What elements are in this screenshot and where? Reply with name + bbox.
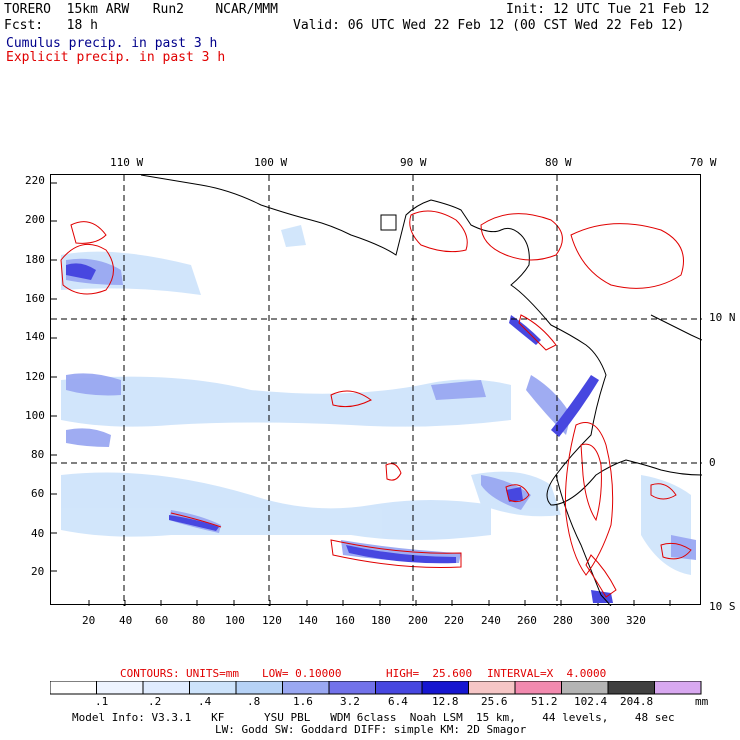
model-title: TORERO 15km ARW Run2 NCAR/MMM [4, 2, 278, 17]
legend-cumulus: Cumulus precip. in past 3 h [6, 36, 218, 51]
y-tick-label: 40 [31, 527, 45, 540]
colorbar-label: 12.8 [432, 695, 459, 708]
y-tick-label: 200 [25, 213, 45, 226]
contour-interval: INTERVAL=X 4.0000 [487, 667, 607, 680]
contour-high: HIGH= 25.600 [386, 667, 473, 680]
colorbar-cell [468, 681, 516, 695]
x-tick-label: 80 [192, 614, 206, 627]
y-tick-label: 180 [25, 253, 45, 266]
model-info: Model Info: V3.3.1 KF YSU PBL WDM 6class… [72, 711, 675, 724]
x-tick-label: 40 [119, 614, 133, 627]
x-tick-label: 320 [626, 614, 646, 627]
lat-label-10s: 10 S [709, 600, 736, 613]
colorbar-label: .4 [198, 695, 212, 708]
precip-heavy [66, 263, 613, 603]
colorbar-label: 1.6 [293, 695, 313, 708]
colorbar-label: 51.2 [531, 695, 558, 708]
lat-label-0: 0 [709, 456, 716, 469]
x-tick-label: 20 [82, 614, 96, 627]
y-tick-label: 160 [25, 292, 45, 305]
x-tick-label: 260 [517, 614, 537, 627]
y-tick-label: 220 [25, 174, 45, 187]
colorbar-label: .8 [247, 695, 261, 708]
y-tick-label: 20 [31, 565, 45, 578]
lat-label-10n: 10 N [709, 311, 736, 324]
lon-label-100w: 100 W [254, 156, 288, 169]
init-time: Init: 12 UTC Tue 21 Feb 12 [506, 2, 710, 17]
forecast-hour: Fcst: 18 h [4, 18, 98, 33]
precip-map [50, 174, 703, 607]
colorbar-cell [142, 681, 190, 695]
x-tick-label: 180 [371, 614, 391, 627]
contour-label: CONTOURS: [120, 667, 180, 680]
colorbar-cell [235, 681, 283, 695]
y-tick-label: 140 [25, 330, 45, 343]
colorbar-label: .1 [95, 695, 109, 708]
lon-label-80w: 80 W [545, 156, 572, 169]
frame-ticks [51, 182, 671, 606]
lon-label-90w: 90 W [400, 156, 427, 169]
y-tick-label: 80 [31, 448, 45, 461]
x-tick-label: 300 [590, 614, 610, 627]
x-tick-label: 120 [262, 614, 282, 627]
colorbar-cell [654, 681, 702, 695]
colorbar-label: 102.4 [574, 695, 608, 708]
x-tick-label: 240 [481, 614, 501, 627]
lon-label-70w: 70 W [690, 156, 717, 169]
colorbar-label: 204.8 [620, 695, 654, 708]
y-tick-label: 60 [31, 487, 45, 500]
x-tick-label: 160 [335, 614, 355, 627]
colorbar-cell [96, 681, 144, 695]
x-tick-label: 200 [408, 614, 428, 627]
colorbar-cell [375, 681, 423, 695]
colorbar-label: .2 [148, 695, 162, 708]
contour-low: LOW= 0.10000 [262, 667, 342, 680]
colorbar [50, 681, 702, 695]
coastline [140, 174, 703, 607]
colorbar-unit: mm [695, 695, 709, 708]
graticule [51, 175, 702, 606]
colorbar-cell [607, 681, 655, 695]
model-physics: LW: Godd SW: Goddard DIFF: simple KM: 2D… [215, 723, 527, 736]
y-tick-label: 120 [25, 370, 45, 383]
lon-label-110w: 110 W [110, 156, 144, 169]
explicit-contours [60, 210, 692, 598]
x-tick-label: 140 [298, 614, 318, 627]
colorbar-label: 25.6 [481, 695, 508, 708]
x-tick-label: 60 [155, 614, 169, 627]
colorbar-cell [514, 681, 562, 695]
colorbar-cell [328, 681, 376, 695]
colorbar-cell [189, 681, 237, 695]
colorbar-cell [561, 681, 609, 695]
colorbar-label: 6.4 [388, 695, 408, 708]
precip-light [61, 225, 691, 575]
valid-time: Valid: 06 UTC Wed 22 Feb 12 (00 CST Wed … [293, 18, 685, 33]
contour-units: UNITS=mm [186, 667, 239, 680]
colorbar-cell [282, 681, 330, 695]
colorbar-label: 3.2 [340, 695, 360, 708]
y-tick-label: 100 [25, 409, 45, 422]
map-canvas [51, 174, 703, 607]
colorbar-cell [421, 681, 469, 695]
x-tick-label: 280 [553, 614, 573, 627]
x-tick-label: 100 [225, 614, 245, 627]
x-tick-label: 220 [444, 614, 464, 627]
legend-explicit: Explicit precip. in past 3 h [6, 50, 226, 65]
colorbar-cell [50, 681, 97, 695]
